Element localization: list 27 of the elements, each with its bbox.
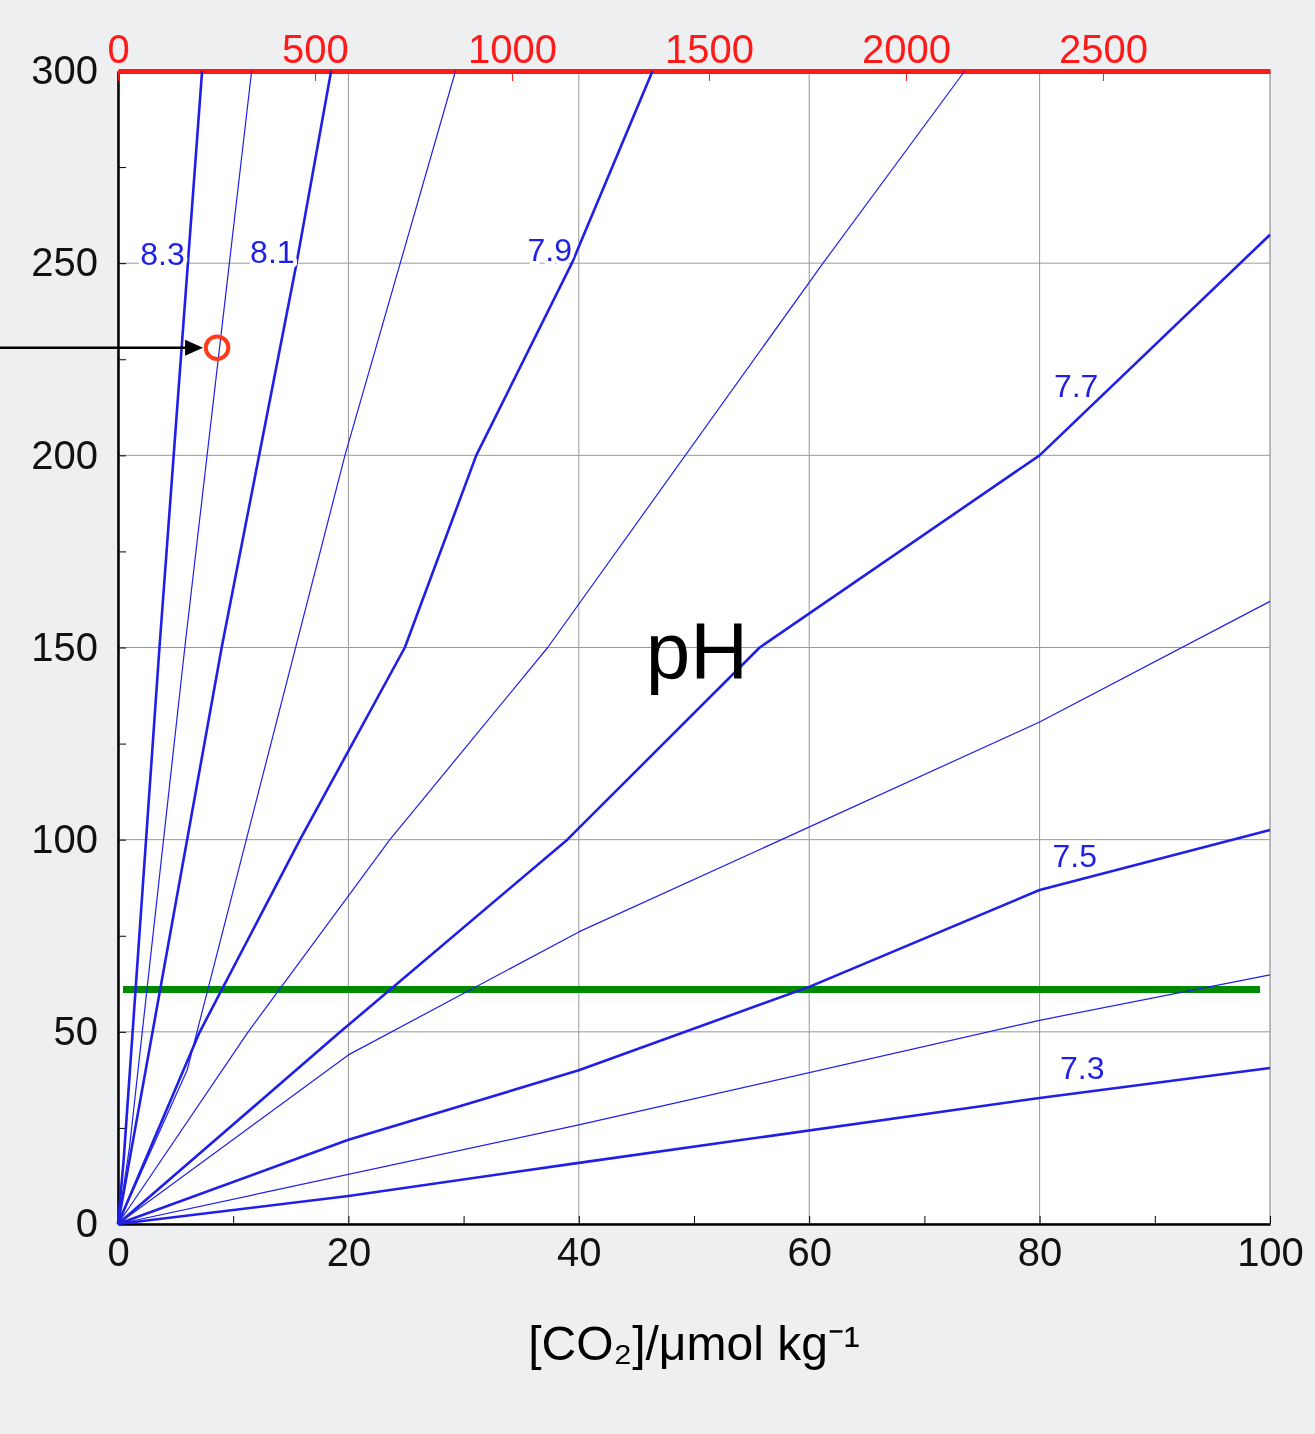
- x-axis-title: [CO₂]/μmol kg⁻¹: [528, 1317, 860, 1370]
- series-label: 7.3: [1059, 1050, 1105, 1087]
- x-tick-label: 60: [787, 1230, 832, 1275]
- series-label: 7.7: [1053, 367, 1099, 404]
- series-label: 8.1: [250, 233, 295, 270]
- y-tick-label: 250: [31, 240, 98, 285]
- annotation: pH: [645, 605, 749, 695]
- y-tick-label: 150: [31, 624, 98, 669]
- x2-tick-label: 2500: [1058, 27, 1148, 71]
- x-tick-label: 80: [1017, 1230, 1063, 1275]
- y-tick-label: 50: [53, 1009, 98, 1054]
- x-tick-label: 0: [107, 1230, 130, 1275]
- x2-tick-label: 1500: [664, 27, 754, 71]
- y-tick-label: 0: [75, 1201, 98, 1246]
- x2-tick-label: 2000: [861, 27, 951, 71]
- series-label: 7.5: [1052, 838, 1097, 875]
- x-tick-label: 40: [557, 1230, 602, 1275]
- y-tick-label: 100: [31, 816, 98, 861]
- y-tick-label: 300: [31, 48, 98, 93]
- x2-tick-label: 1000: [467, 27, 557, 71]
- x2-tick-label: 0: [107, 27, 130, 71]
- x-tick-label: 20: [326, 1230, 372, 1275]
- x2-tick-label: 500: [282, 27, 349, 71]
- series-label: 8.3: [140, 235, 185, 272]
- x-tick-label: 100: [1237, 1230, 1304, 1275]
- series-label: 7.9: [527, 231, 573, 268]
- y-tick-label: 200: [31, 432, 98, 477]
